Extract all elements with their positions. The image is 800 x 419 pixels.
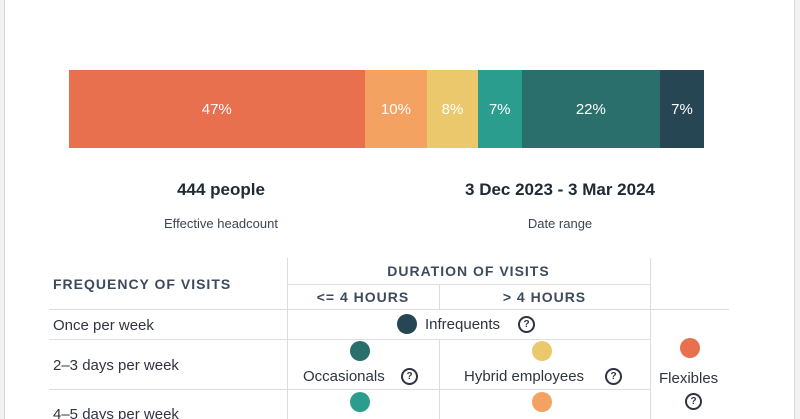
bar-segment-3: 8%: [427, 70, 478, 148]
grid-line: [650, 258, 651, 419]
bar-segment-5: 22%: [521, 70, 660, 148]
flexibles-label: Flexibles: [659, 370, 719, 387]
hybrid-dot: [532, 341, 552, 361]
grid-line: [439, 284, 440, 310]
date-range-label: Date range: [527, 216, 593, 231]
row-label-2-3: 2–3 days per week: [53, 357, 179, 374]
infrequents-label: Infrequents: [425, 316, 501, 333]
question-circle-icon[interactable]: ?: [605, 368, 622, 385]
frequency-header: FREQUENCY OF VISITS: [53, 276, 232, 292]
bar-segment-label: 22%: [575, 100, 606, 118]
question-circle-icon[interactable]: ?: [518, 316, 535, 333]
headcount-stat: 444 people Effective headcount: [111, 180, 331, 231]
question-circle-icon[interactable]: ?: [401, 368, 418, 385]
grid-line: [49, 309, 729, 310]
grid-line: [49, 389, 650, 390]
question-circle-icon[interactable]: ?: [685, 393, 702, 410]
grid-line: [49, 339, 650, 340]
headcount-label: Effective headcount: [164, 216, 278, 231]
distribution-bar: 47% 10% 8% 7% 22% 7%: [69, 70, 705, 148]
duration-header: DURATION OF VISITS: [387, 263, 550, 279]
bar-segment-label: 7%: [488, 100, 511, 118]
teal-dot: [350, 392, 370, 412]
date-range-stat: 3 Dec 2023 - 3 Mar 2024 Date range: [450, 180, 670, 231]
col-header-short: <= 4 HOURS: [316, 289, 410, 305]
bar-segment-6: 7%: [660, 70, 705, 148]
bar-segment-label: 47%: [201, 100, 232, 118]
bar-segment-1: 47%: [69, 70, 365, 148]
date-range-value: 3 Dec 2023 - 3 Mar 2024: [465, 180, 655, 199]
grid-line: [287, 258, 288, 419]
infrequents-dot: [397, 314, 417, 334]
row-label-4-5: 4–5 days per week: [53, 406, 179, 419]
bar-segment-label: 8%: [441, 100, 464, 118]
row-label-once: Once per week: [53, 317, 154, 334]
bar-segment-label: 10%: [380, 100, 411, 118]
flexibles-dot: [680, 338, 700, 358]
bar-segment-label: 7%: [671, 100, 693, 118]
hybrid-label: Hybrid employees: [464, 368, 585, 385]
col-header-long: > 4 HOURS: [502, 289, 587, 305]
occasionals-label: Occasionals: [303, 368, 385, 385]
grid-line: [439, 339, 440, 419]
report-card: 47% 10% 8% 7% 22% 7% 444 people Effective hea…: [4, 0, 795, 419]
grid-line: [287, 284, 650, 285]
occasionals-dot: [350, 341, 370, 361]
orange-dot: [532, 392, 552, 412]
bar-segment-2: 10%: [364, 70, 428, 148]
bar-segment-4: 7%: [477, 70, 522, 148]
headcount-value: 444 people: [177, 180, 265, 199]
